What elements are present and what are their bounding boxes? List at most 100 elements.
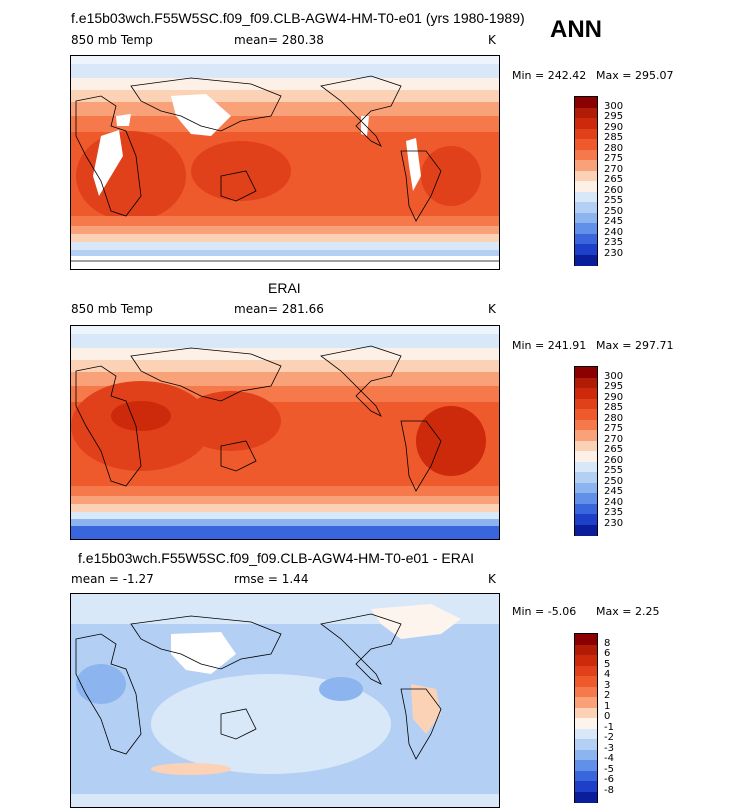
colorbar-label: 270 — [604, 433, 624, 445]
colorbar-label: -1 — [604, 721, 614, 733]
colorbar-label: 2 — [604, 690, 611, 701]
colorbar-swatch — [575, 191, 597, 203]
colorbar-swatch — [575, 634, 597, 645]
colorbar-swatch — [575, 233, 597, 245]
colorbar-swatch — [575, 440, 597, 452]
colorbar-label: -2 — [604, 732, 614, 743]
colorbar-label: 240 — [604, 226, 624, 238]
colorbar-swatch — [575, 149, 597, 161]
panel-1-mean-label: mean= 280.38 — [234, 33, 324, 47]
colorbar-label: 8 — [604, 637, 611, 649]
colorbar-swatch — [575, 202, 597, 213]
colorbar-swatch — [575, 472, 597, 483]
panel-2-max: Max = 297.71 — [596, 339, 674, 352]
colorbar-label: 4 — [604, 669, 611, 680]
colorbar-swatch — [575, 451, 597, 462]
colorbar-swatch — [575, 367, 597, 378]
colorbar-swatch — [575, 430, 597, 441]
colorbar-swatch — [575, 514, 597, 525]
colorbar-label: -5 — [604, 763, 614, 775]
colorbar-swatch — [575, 718, 597, 729]
panel-1-units: K — [488, 33, 496, 47]
colorbar-label: 285 — [604, 402, 624, 413]
colorbar-label: 0 — [604, 711, 611, 722]
colorbar-label: 6 — [604, 648, 611, 659]
panel-1-max: Max = 295.07 — [596, 69, 674, 82]
colorbar-swatch — [575, 770, 597, 782]
colorbar-swatch — [575, 181, 597, 192]
panel-3-rmse-label: rmse = 1.44 — [234, 572, 309, 586]
colorbar-swatch — [575, 419, 597, 431]
colorbar-label: 250 — [604, 205, 624, 217]
panel-3-colorbar — [574, 633, 598, 803]
colorbar-swatch — [575, 97, 597, 108]
colorbar-label: 300 — [604, 370, 624, 382]
colorbar-swatch — [575, 377, 597, 389]
colorbar-swatch — [575, 697, 597, 708]
colorbar-label: 265 — [604, 444, 624, 455]
colorbar-swatch — [575, 160, 597, 171]
colorbar-label: 245 — [604, 486, 624, 497]
colorbar-label: 285 — [604, 132, 624, 143]
colorbar-label: 260 — [604, 184, 624, 196]
panel-2-units: K — [488, 302, 496, 316]
colorbar-label: 255 — [604, 195, 624, 206]
panel-3-max: Max = 2.25 — [596, 605, 660, 618]
panel-3-title: f.e15b03wch.F55W5SC.f09_f09.CLB-AGW4-HM-… — [78, 550, 475, 566]
colorbar-label: -4 — [604, 753, 614, 764]
colorbar-label: 230 — [604, 517, 624, 529]
colorbar-swatch — [575, 118, 597, 129]
colorbar-label: 275 — [604, 153, 624, 164]
colorbar-swatch — [575, 388, 597, 399]
colorbar-label: 265 — [604, 174, 624, 185]
season-label: ANN — [550, 16, 602, 43]
panel-1-map — [70, 55, 500, 270]
colorbar-label: 3 — [604, 679, 611, 691]
panel-3-map — [70, 593, 500, 808]
panel-2-temperature-field — [71, 326, 499, 539]
colorbar-swatch — [575, 493, 597, 504]
colorbar-swatch — [575, 409, 597, 420]
colorbar-swatch — [575, 461, 597, 473]
colorbar-label: 255 — [604, 465, 624, 476]
panel-2-min: Min = 241.91 — [512, 339, 587, 352]
colorbar-swatch — [575, 128, 597, 140]
panel-2-colorbar — [574, 366, 598, 536]
panel-2-map — [70, 325, 500, 540]
colorbar-swatch — [575, 781, 597, 792]
colorbar-label: 275 — [604, 423, 624, 434]
colorbar-label: -6 — [604, 774, 614, 785]
colorbar-swatch — [575, 254, 597, 266]
colorbar-swatch — [575, 655, 597, 666]
colorbar-label: -8 — [604, 784, 614, 796]
panel-3-units: K — [488, 572, 496, 586]
colorbar-swatch — [575, 707, 597, 719]
colorbar-swatch — [575, 244, 597, 255]
panel-1-field-label: 850 mb Temp — [71, 33, 153, 47]
colorbar-label: 290 — [604, 121, 624, 133]
colorbar-label: 280 — [604, 142, 624, 154]
colorbar-swatch — [575, 644, 597, 656]
run-title: f.e15b03wch.F55W5SC.f09_f09.CLB-AGW4-HM-… — [71, 10, 525, 26]
colorbar-label: 280 — [604, 412, 624, 424]
colorbar-label: -3 — [604, 742, 614, 754]
colorbar-label: 295 — [604, 381, 624, 392]
colorbar-swatch — [575, 212, 597, 224]
colorbar-label: 250 — [604, 475, 624, 487]
colorbar-swatch — [575, 398, 597, 410]
colorbar-swatch — [575, 482, 597, 494]
colorbar-swatch — [575, 503, 597, 515]
panel-1-colorbar — [574, 96, 598, 266]
colorbar-label: 1 — [604, 700, 611, 712]
colorbar-swatch — [575, 665, 597, 677]
panel-1-min: Min = 242.42 — [512, 69, 587, 82]
colorbar-swatch — [575, 791, 597, 803]
colorbar-label: 240 — [604, 496, 624, 508]
colorbar-swatch — [575, 107, 597, 119]
colorbar-swatch — [575, 223, 597, 234]
colorbar-swatch — [575, 728, 597, 740]
colorbar-swatch — [575, 676, 597, 687]
panel-3-difference-field — [71, 594, 499, 807]
colorbar-label: 290 — [604, 391, 624, 403]
colorbar-label: 235 — [604, 237, 624, 248]
